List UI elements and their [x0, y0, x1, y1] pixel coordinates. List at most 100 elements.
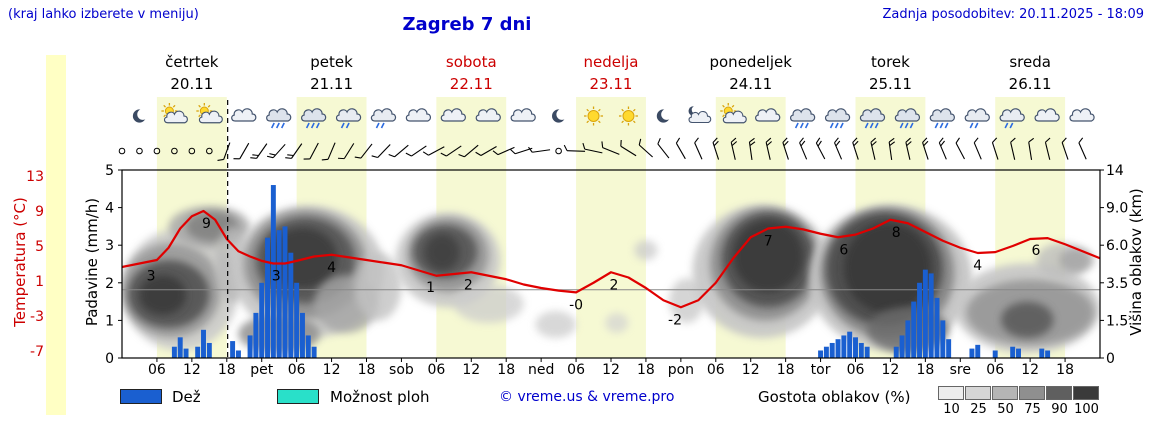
- day-date: 22.11: [449, 75, 493, 93]
- x-day-label: pet: [250, 362, 274, 378]
- rain-bar: [928, 273, 934, 358]
- temperature-value-label: 6: [1032, 243, 1041, 259]
- x-tick-label: 18: [777, 362, 795, 378]
- partly-weather-icon: [161, 103, 188, 124]
- weather-icon-row: [132, 103, 1095, 129]
- temperature-value-label: 9: [202, 216, 211, 232]
- wind-barb-icon: [582, 142, 603, 154]
- wind-barb-icon: [405, 145, 427, 157]
- copyright-link[interactable]: © vreme.us & vreme.pro: [499, 389, 675, 405]
- showers-legend-label: Možnost ploh: [330, 388, 430, 406]
- temperature-value-label: -0: [569, 297, 583, 313]
- x-tick-label: 06: [567, 362, 585, 378]
- wind-barb-icon: [905, 137, 912, 160]
- x-tick-label: 18: [358, 362, 376, 378]
- rain-bar: [975, 344, 981, 358]
- rain-bar: [858, 342, 864, 358]
- last-update: Zadnja posodobitev: 20.11.2025 - 18:09: [882, 7, 1144, 22]
- rain-weather-icon: [790, 108, 816, 129]
- rain-bar: [247, 335, 253, 358]
- wind-barb-icon: [834, 137, 843, 160]
- cloud-blob: [535, 311, 577, 338]
- rain-bar: [940, 320, 946, 358]
- day-name: petek: [310, 53, 353, 71]
- rain-bar: [276, 230, 282, 358]
- wind-barb-icon: [991, 137, 999, 160]
- wind-barb-icon: [799, 137, 808, 160]
- temperature-line: [122, 209, 1100, 309]
- rain-bar: [823, 346, 829, 358]
- drizzle-weather-icon: [370, 108, 397, 129]
- partly-weather-icon: [720, 103, 747, 124]
- cloud-blob: [139, 275, 187, 315]
- rain-legend-label: Dež: [172, 388, 201, 406]
- moon-weather-icon: [552, 108, 568, 123]
- wind-barb-icon: [422, 146, 445, 156]
- wind-barb-icon: [354, 143, 373, 159]
- temperature-value-label: 1: [426, 280, 435, 296]
- cloud-blob: [605, 312, 629, 333]
- cloud-density-label: Gostota oblakov (%): [758, 388, 911, 406]
- wind-barb-icon: [1044, 137, 1051, 160]
- rain-bar: [934, 297, 940, 358]
- day-date: 20.11: [170, 75, 214, 93]
- left-accent-strip: [46, 55, 66, 415]
- wind-barb-icon: [1028, 137, 1035, 160]
- temperature-value-label: 4: [973, 258, 982, 274]
- wind-barb-icon: [285, 143, 303, 159]
- wind-barb-icon: [233, 142, 250, 160]
- precip-tick-label: 3: [105, 238, 114, 254]
- cloud-density-scale: [938, 386, 1099, 400]
- density-cell: [1019, 386, 1045, 400]
- rain-bar: [899, 335, 905, 358]
- rain-bar: [282, 226, 288, 358]
- wind-barb-icon: [303, 142, 319, 160]
- precip-tick-label: 4: [105, 201, 114, 217]
- cloud-density-ticks: 10 25 50 75 90 100: [938, 402, 1100, 417]
- rain-bar: [853, 337, 858, 358]
- rain-bar: [946, 339, 952, 358]
- x-day-label: sre: [950, 362, 971, 378]
- temperature-value-label: 7: [764, 234, 773, 250]
- x-tick-label: 18: [1056, 362, 1074, 378]
- rain-bar: [847, 331, 853, 358]
- wind-barb-icon: [782, 137, 789, 160]
- wind-barb-icon: [730, 137, 738, 160]
- moon-weather-icon: [656, 108, 673, 123]
- rain-bar: [864, 346, 870, 358]
- wind-barb-icon: [266, 143, 286, 159]
- cloud-weather-icon: [755, 108, 781, 122]
- rain-weather-icon: [894, 108, 920, 129]
- x-day-label: sob: [389, 362, 414, 378]
- cloud-blob: [453, 284, 524, 323]
- rain-bar: [206, 342, 212, 358]
- density-cell: [992, 386, 1018, 400]
- density-cell: [965, 386, 991, 400]
- density-cell: [1073, 386, 1099, 400]
- rain-bar: [305, 335, 311, 358]
- rain-weather-icon: [301, 108, 327, 129]
- wind-barb-icon: [528, 146, 551, 153]
- rain-weather-icon: [266, 108, 292, 129]
- wind-barb-icon: [475, 146, 497, 156]
- rain-bar: [201, 329, 206, 358]
- density-tick-label: 75: [1024, 402, 1041, 417]
- rain-bar: [992, 350, 998, 358]
- rain-bar: [171, 346, 177, 358]
- wind-barb-icon: [1078, 137, 1087, 160]
- drizzle-weather-icon: [999, 108, 1025, 129]
- calm-wind-icon: [136, 147, 143, 155]
- sun-weather-icon: [584, 106, 604, 126]
- rain-bar: [195, 346, 201, 358]
- wind-barb-icon: [852, 137, 859, 160]
- x-day-label: ned: [528, 362, 554, 378]
- x-tick-label: 12: [742, 362, 760, 378]
- cloud-tick-label: 9.0: [1106, 201, 1128, 217]
- cloud-blob: [1059, 248, 1095, 273]
- temperature-axis-label: Temperatura (°C): [11, 197, 29, 327]
- precip-tick-label: 1: [105, 313, 114, 329]
- day-date: 23.11: [589, 75, 633, 93]
- rain-weather-icon: [859, 108, 886, 129]
